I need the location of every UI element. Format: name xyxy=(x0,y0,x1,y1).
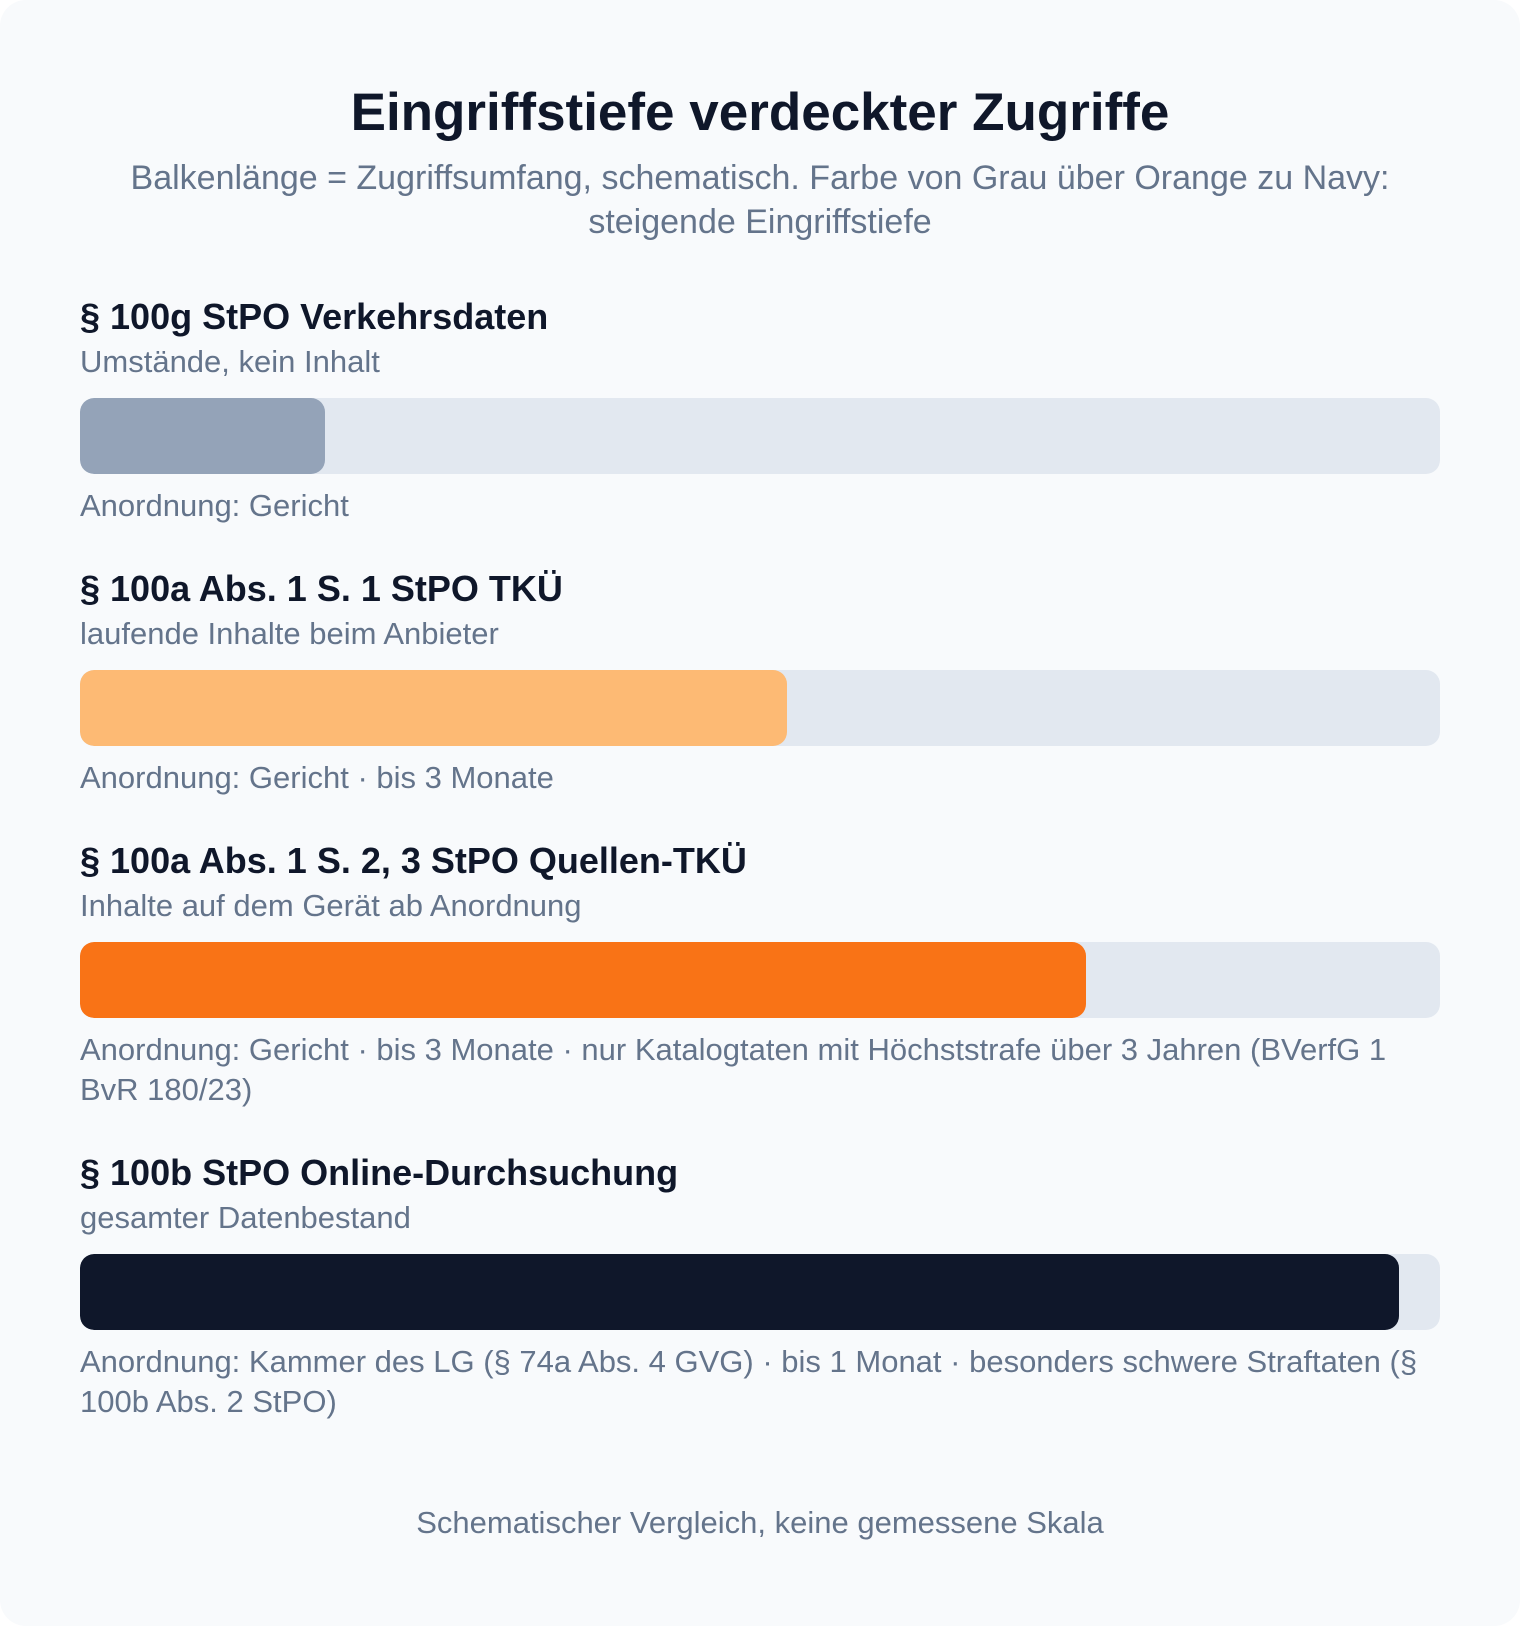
bar-note: Anordnung: Gericht xyxy=(80,488,349,523)
bar-title: § 100a Abs. 1 S. 2, 3 StPO Quellen-TKÜ xyxy=(80,840,747,881)
chart-title: Eingriffstiefe verdeckter Zugriffe xyxy=(350,83,1170,142)
bar-track xyxy=(80,942,1440,1018)
bar-item-tkue: § 100a Abs. 1 S. 1 StPO TKÜ laufende Inh… xyxy=(80,566,1440,798)
bar-track xyxy=(80,398,1440,474)
bar-description: laufende Inhalte beim Anbieter xyxy=(80,616,499,651)
bar-description: Umstände, kein Inhalt xyxy=(80,344,380,379)
bar-track xyxy=(80,670,1440,746)
bar-fill-online-durchsuchung xyxy=(80,1254,1400,1330)
bar-title: § 100b StPO Online-Durchsuchung xyxy=(80,1152,679,1193)
bar-list: § 100g StPO Verkehrsdaten Umstände, kein… xyxy=(80,294,1440,1422)
bar-title: § 100g StPO Verkehrsdaten xyxy=(80,296,549,337)
bar-item-quellen-tkue: § 100a Abs. 1 S. 2, 3 StPO Quellen-TKÜ I… xyxy=(80,838,1440,1110)
chart-subtitle: Balkenlänge = Zugriffsumfang, schematisc… xyxy=(130,159,1390,241)
bar-fill-quellen-tkue xyxy=(80,942,1087,1018)
bar-note: Anordnung: Gericht · bis 3 Monate xyxy=(80,760,554,795)
bar-description: gesamter Datenbestand xyxy=(80,1200,411,1235)
footnote: Schematischer Vergleich, keine gemessene… xyxy=(416,1505,1104,1540)
bar-item-verkehrsdaten: § 100g StPO Verkehrsdaten Umstände, kein… xyxy=(80,294,1440,526)
bar-note: Anordnung: Gericht · bis 3 Monate · nur … xyxy=(80,1032,1387,1107)
bar-description: Inhalte auf dem Gerät ab Anordnung xyxy=(80,888,582,923)
bar-fill-verkehrsdaten xyxy=(80,398,325,474)
bar-item-online-durchsuchung: § 100b StPO Online-Durchsuchung gesamter… xyxy=(80,1150,1440,1422)
bar-title: § 100a Abs. 1 S. 1 StPO TKÜ xyxy=(80,568,563,609)
bar-note: Anordnung: Kammer des LG (§ 74a Abs. 4 G… xyxy=(80,1344,1418,1419)
bar-fill-tkue xyxy=(80,670,788,746)
bar-track xyxy=(80,1254,1440,1330)
